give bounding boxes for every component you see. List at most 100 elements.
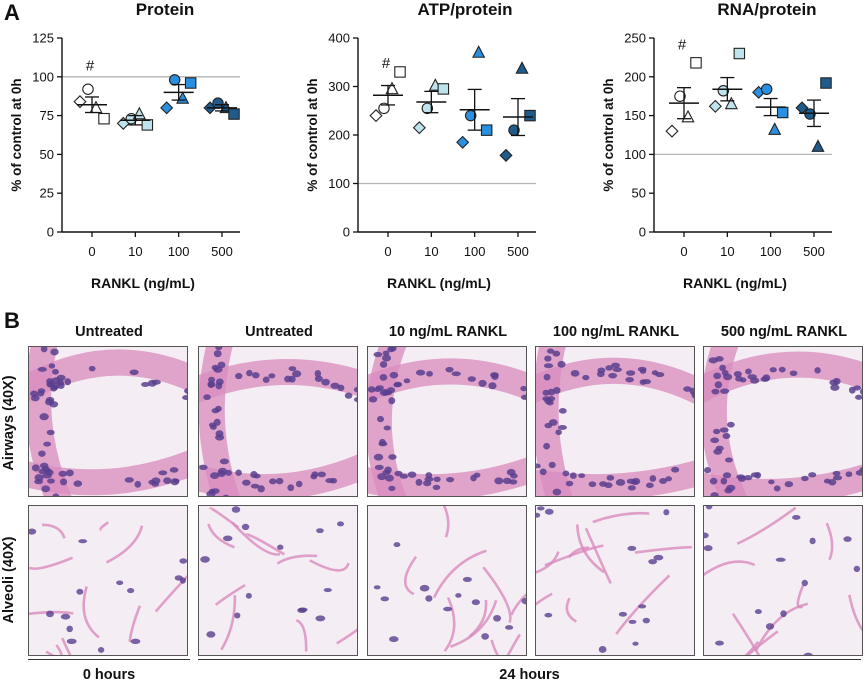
- airway-nucleus-3-33: [605, 365, 614, 371]
- airway-nucleus-3-8: [557, 360, 566, 368]
- alveolar-septum-4-3: [746, 630, 779, 655]
- alveolar-nucleus-4-13: [704, 532, 709, 539]
- chart-0-y-tick-label-5: 125: [32, 31, 54, 46]
- chart-1-y-tick-label-1: 100: [328, 176, 350, 191]
- airway-nucleus-3-13: [536, 463, 541, 469]
- airway-nucleus-3-54: [689, 387, 694, 395]
- col-label-3: 100 ng/mL RANKL: [552, 324, 680, 340]
- alveolar-nucleus-3-11: [618, 611, 628, 617]
- airway-nucleus-2-30: [520, 385, 526, 392]
- chart-1-point-0-diamond: [369, 109, 383, 123]
- micrograph-image-0-2: [368, 347, 526, 496]
- airway-nucleus-3-23: [552, 350, 561, 357]
- chart-0-point-0-diamond: [73, 95, 87, 109]
- chart-2-y-tick-label-4: 200: [624, 69, 646, 84]
- chart-1-y-tick-label-2: 200: [328, 128, 350, 143]
- alveolar-nucleus-2-13: [389, 636, 399, 643]
- airway-nucleus-0-48: [37, 390, 45, 397]
- alveolar-septum-1-9: [207, 523, 235, 549]
- airway-nucleus-2-15: [490, 372, 499, 378]
- airway-nucleus-3-10: [659, 478, 668, 484]
- chart-2-y-axis-label: % of control at 0h: [601, 78, 616, 191]
- chart-2-point-2-square: [776, 106, 789, 119]
- panel-b-label: B: [4, 308, 20, 333]
- airway-nucleus-4-41: [708, 357, 718, 364]
- alveolar-nucleus-4-2: [792, 514, 801, 520]
- chart-2-x-tick-label-3: 500: [803, 244, 825, 259]
- chart-0-point-3-square: [228, 108, 240, 120]
- micrograph-image-1-0: [29, 506, 187, 655]
- airway-nucleus-3-4: [565, 480, 574, 487]
- micrograph-image-1-2: [368, 506, 526, 655]
- airway-nucleus-0-16: [158, 470, 168, 476]
- chart-0-y-tick-label-4: 100: [32, 69, 54, 84]
- airway-nucleus-0-34: [148, 479, 155, 485]
- airway-nucleus-2-9: [368, 386, 376, 393]
- airway-nucleus-2-55: [382, 469, 391, 475]
- alveolar-nucleus-3-13: [544, 508, 554, 515]
- alveolar-septum-2-4: [443, 596, 456, 652]
- micrograph-airway-2: [367, 346, 527, 497]
- airway-nucleus-4-21: [769, 367, 777, 373]
- airway-nucleus-2-35: [374, 464, 384, 471]
- alveolar-nucleus-0-8: [179, 558, 187, 564]
- chart-0-point-2-diamond: [160, 101, 174, 115]
- airway-nucleus-4-32: [722, 373, 733, 381]
- airway-nucleus-2-8: [383, 425, 391, 431]
- alveolar-nucleus-1-8: [231, 506, 241, 513]
- airway-nucleus-4-37: [832, 470, 841, 476]
- airway-nucleus-2-59: [373, 351, 383, 358]
- alveolar-septum-0-4: [42, 523, 66, 539]
- chart-0-y-tick-label-3: 75: [40, 108, 54, 123]
- airway-nucleus-1-33: [314, 375, 323, 382]
- airway-nucleus-3-56: [543, 363, 554, 369]
- micrograph-bg-1-0: [29, 506, 187, 655]
- chart-2-point-3-circle: [804, 108, 816, 120]
- airway-nucleus-1-10: [330, 477, 338, 484]
- airway-nucleus-4-22: [828, 478, 837, 486]
- airway-nucleus-2-50: [388, 397, 396, 405]
- alveolar-septum-3-0: [584, 527, 613, 585]
- alveolar-septum-4-7: [731, 612, 761, 655]
- alveolar-nucleus-0-11: [174, 575, 183, 581]
- airway-nucleus-4-39: [830, 384, 840, 391]
- chart-title-protein: Protein: [135, 0, 195, 19]
- airway-nucleus-3-20: [546, 348, 555, 354]
- alveolar-septum-2-5: [482, 566, 512, 624]
- airway-nucleus-4-5: [713, 428, 721, 435]
- chart-0-y-tick-label-0: 0: [47, 225, 54, 240]
- chart-1-y-tick-label-4: 400: [328, 31, 350, 46]
- chart-1-point-2-diamond: [456, 135, 470, 149]
- airway-nucleus-4-33: [829, 379, 839, 386]
- airway-nucleus-1-43: [317, 471, 327, 478]
- airway-nucleus-1-59: [215, 434, 225, 441]
- airway-nucleus-3-50: [542, 389, 550, 396]
- airway-nucleus-1-38: [222, 494, 230, 496]
- airway-nucleus-2-24: [415, 369, 426, 376]
- airway-nucleus-2-29: [384, 474, 394, 482]
- protein-chart: 0 25 50 75 100 125 0 10 100 500 % of control at 0h…: [9, 31, 240, 291]
- time-line-0h: [28, 659, 190, 660]
- airway-nucleus-1-9: [203, 394, 211, 401]
- airway-nucleus-1-12: [314, 369, 322, 378]
- alveolar-nucleus-4-5: [801, 579, 808, 587]
- airway-nucleus-4-25: [736, 474, 746, 480]
- alveolar-septum-1-0: [214, 583, 246, 606]
- alveolar-nucleus-4-10: [754, 609, 762, 615]
- airway-nucleus-2-52: [506, 468, 516, 476]
- airway-nucleus-4-11: [713, 372, 722, 380]
- airway-nucleus-3-45: [683, 386, 692, 392]
- alveolar-septum-4-9: [825, 522, 834, 561]
- airway-nucleus-2-42: [383, 390, 393, 396]
- airway-nucleus-4-44: [719, 427, 729, 433]
- chart-0-y-tick-label-2: 50: [40, 147, 54, 162]
- airway-nucleus-3-47: [558, 425, 567, 431]
- airway-nucleus-2-12: [403, 378, 411, 384]
- airway-nucleus-4-35: [709, 477, 718, 485]
- airway-nucleus-1-41: [208, 422, 216, 428]
- airway-nucleus-3-59: [548, 419, 558, 426]
- chart-2-y-tick-label-5: 250: [624, 31, 646, 46]
- alveolar-septum-0-8: [29, 556, 74, 570]
- airway-nucleus-1-40: [217, 467, 228, 475]
- airway-nucleus-0-52: [42, 472, 52, 479]
